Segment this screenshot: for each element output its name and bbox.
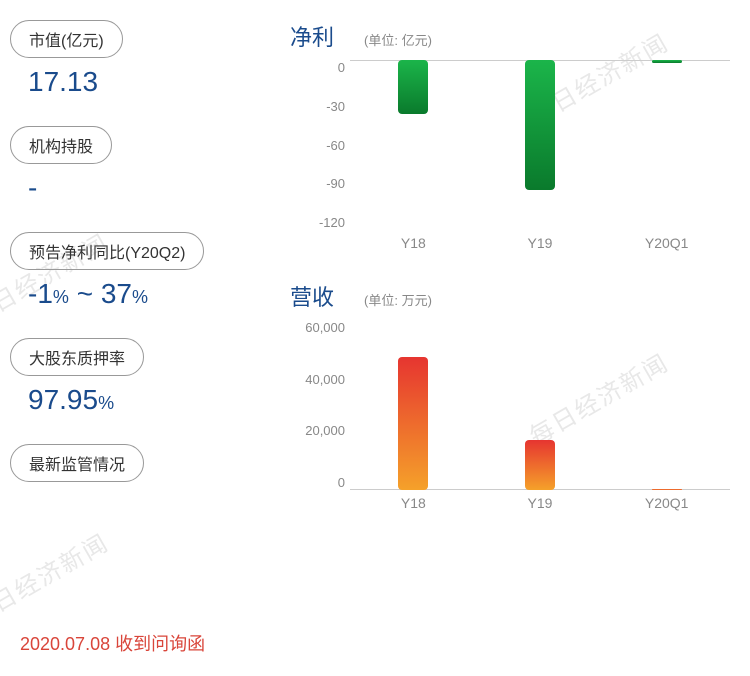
chart-net-profit: 净利 (单位: 亿元) 0 -30 -60 -90 -120 Y18Y19Y20Q1: [280, 20, 740, 260]
stat-block: 最新监管情况: [10, 444, 270, 490]
stat-label-pill: 预告净利同比(Y20Q2): [10, 232, 204, 270]
stat-value: -1% ~ 37%: [10, 278, 270, 310]
stat-label-pill: 机构持股: [10, 126, 112, 164]
stat-block: 大股东质押率 97.95%: [10, 338, 270, 416]
y-tick-label: 0: [290, 475, 345, 490]
stat-block: 市值(亿元) 17.13: [10, 20, 270, 98]
y-tick-label: 0: [290, 60, 345, 75]
bar: [398, 357, 428, 490]
y-tick-label: -90: [290, 176, 345, 191]
bar: [525, 440, 555, 490]
stat-value: -: [10, 172, 270, 204]
chart1-title: 净利: [290, 20, 334, 52]
left-stats-column: 市值(亿元) 17.13 机构持股 - 预告净利同比(Y20Q2) -1% ~ 37% 大股…: [10, 20, 280, 540]
chart1-y-axis: 0 -30 -60 -90 -120: [290, 60, 345, 230]
chart2-title: 营收: [290, 280, 334, 312]
x-tick-label: Y18: [350, 495, 477, 511]
stat-block: 机构持股 -: [10, 126, 270, 204]
x-tick-label: Y19: [477, 235, 604, 251]
stat-label-pill: 大股东质押率: [10, 338, 144, 376]
chart2-unit: (单位: 万元): [364, 290, 432, 309]
chart-revenue: 营收 (单位: 万元) 60,000 40,000 20,000 0 Y18Y19Y2…: [280, 280, 740, 520]
chart1-plot: [350, 60, 730, 230]
y-tick-label: 20,000: [290, 423, 345, 438]
bar: [652, 489, 682, 490]
stat-label-pill: 最新监管情况: [10, 444, 144, 482]
bar: [652, 60, 682, 63]
chart1-unit: (单位: 亿元): [364, 30, 432, 49]
chart2-plot: [350, 320, 730, 490]
stat-block: 预告净利同比(Y20Q2) -1% ~ 37%: [10, 232, 270, 310]
stat-label-pill: 市值(亿元): [10, 20, 123, 58]
x-tick-label: Y18: [350, 235, 477, 251]
y-tick-label: -30: [290, 99, 345, 114]
chart2-x-axis: Y18Y19Y20Q1: [350, 495, 730, 511]
x-tick-label: Y20Q1: [603, 235, 730, 251]
chart1-x-axis: Y18Y19Y20Q1: [350, 235, 730, 251]
bar: [398, 60, 428, 114]
x-tick-label: Y20Q1: [603, 495, 730, 511]
charts-column: 净利 (单位: 亿元) 0-30-60-90-120 Y18Y19Y20Q1 营…: [280, 20, 740, 540]
y-tick-label: -60: [290, 138, 345, 153]
stat-value: 97.95%: [10, 384, 270, 416]
x-tick-label: Y19: [477, 495, 604, 511]
y-tick-label: -120: [290, 215, 345, 230]
chart2-y-axis: 60,000 40,000 20,000 0: [290, 320, 345, 490]
bar: [525, 60, 555, 190]
y-tick-label: 40,000: [290, 372, 345, 387]
stat-value: 17.13: [10, 66, 270, 98]
y-tick-label: 60,000: [290, 320, 345, 335]
footer-note: 2020.07.08 收到问询函: [20, 630, 205, 656]
